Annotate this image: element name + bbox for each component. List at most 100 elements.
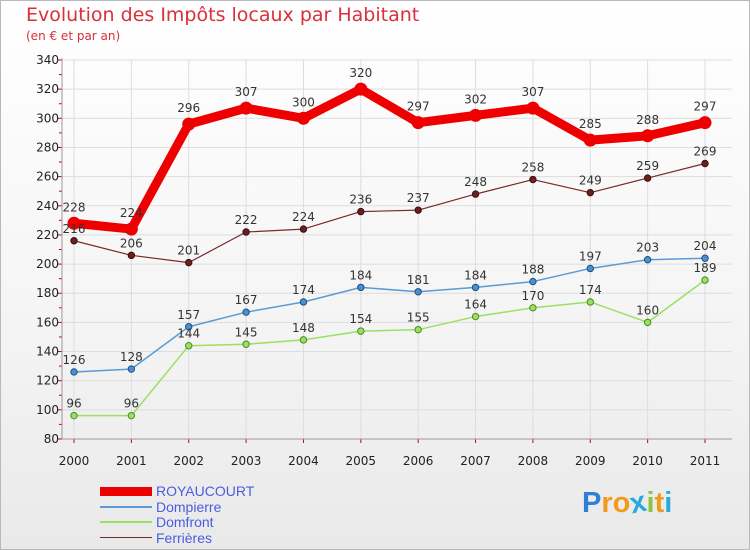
x-tick-label: 2006: [403, 454, 434, 468]
data-point: [586, 188, 594, 197]
data-label: 307: [521, 85, 544, 99]
series-line-domfront: [73, 279, 706, 417]
y-tick-label: 240: [36, 199, 59, 213]
data-label: 174: [579, 283, 602, 297]
data-label: 170: [521, 289, 544, 303]
data-point: [529, 277, 537, 286]
logo-letter: i: [664, 487, 673, 519]
data-label: 197: [579, 249, 602, 263]
data-label: 148: [292, 321, 315, 335]
data-point: [127, 251, 136, 260]
data-label: 144: [177, 327, 200, 341]
data-point: [471, 312, 480, 321]
y-tick-label: 340: [36, 53, 59, 67]
y-tick-label: 100: [36, 403, 59, 417]
data-label: 259: [636, 159, 659, 173]
data-point: [299, 225, 308, 233]
data-point: [299, 298, 308, 306]
data-label: 201: [177, 244, 200, 258]
data-label: 160: [636, 303, 659, 317]
series-line-dompierre: [73, 257, 706, 373]
data-label: 297: [407, 100, 430, 114]
x-tick-label: 2005: [346, 454, 377, 468]
x-tick-label: 2007: [460, 454, 491, 468]
legend-label: Domfront: [156, 514, 214, 530]
x-tick-label: 2002: [173, 454, 204, 468]
logo-letter: i: [646, 487, 655, 519]
data-point: [185, 342, 193, 350]
data-label: 302: [464, 92, 487, 106]
y-tick-label: 200: [36, 257, 59, 271]
data-point: [641, 129, 655, 143]
data-label: 126: [63, 353, 86, 367]
data-label: 204: [694, 239, 717, 253]
y-tick-label: 220: [36, 228, 59, 242]
data-label: 184: [464, 268, 487, 282]
data-label: 307: [235, 85, 258, 99]
data-point: [185, 258, 193, 267]
data-point: [701, 276, 709, 284]
series-group: [67, 82, 712, 420]
data-label: 154: [349, 312, 372, 326]
data-label: 96: [124, 397, 139, 411]
data-point: [643, 174, 652, 182]
legend-label: Dompierre: [156, 498, 222, 515]
y-tick-label: 80: [44, 432, 59, 446]
data-point: [357, 283, 365, 292]
data-point: [586, 264, 594, 273]
data-point: [526, 101, 540, 115]
data-label: 96: [66, 397, 81, 411]
data-point: [70, 237, 78, 245]
legend-swatch: [100, 505, 152, 508]
legend-swatch: [100, 486, 152, 496]
data-point: [698, 116, 712, 130]
data-label: 216: [63, 222, 86, 236]
data-label: 258: [521, 161, 544, 175]
data-label: 189: [694, 261, 717, 275]
data-label: 248: [464, 175, 487, 189]
data-point: [469, 108, 483, 122]
x-tick-label: 2009: [575, 454, 606, 468]
data-label: 206: [120, 236, 143, 250]
data-label: 188: [521, 263, 544, 277]
x-tick-label: 2004: [288, 454, 319, 468]
data-label: 128: [120, 350, 143, 364]
data-label: 181: [407, 273, 430, 287]
data-point: [296, 111, 310, 125]
data-point: [354, 82, 368, 96]
y-tick-label: 120: [36, 374, 59, 388]
x-tick-label: 2008: [518, 454, 549, 468]
data-point: [583, 133, 597, 147]
data-point: [414, 206, 422, 214]
data-point: [414, 288, 422, 296]
data-point: [242, 340, 250, 348]
data-label: 155: [407, 311, 430, 325]
data-label: 157: [177, 308, 200, 322]
data-point: [701, 159, 709, 168]
data-label: 296: [177, 101, 200, 115]
y-tick-label: 140: [36, 345, 59, 359]
data-label: 297: [694, 100, 717, 114]
data-label: 236: [349, 193, 372, 207]
y-tick-label: 280: [36, 140, 59, 154]
data-label: 249: [579, 174, 602, 188]
data-point: [185, 323, 193, 331]
chart-subtitle: (en € et par an): [26, 29, 121, 43]
data-point: [357, 327, 365, 335]
data-point: [182, 117, 196, 131]
data-point: [299, 336, 308, 344]
data-label: 224: [292, 210, 315, 224]
data-point: [70, 411, 78, 420]
series-line-royaucourt: [69, 84, 710, 234]
data-point: [643, 256, 652, 264]
data-point: [529, 175, 537, 184]
data-point: [471, 190, 480, 198]
data-labels: 216 206 201 222 224 236 237 248 258 249 259 269 126 1…: [63, 66, 717, 411]
data-label: 167: [235, 293, 258, 307]
data-point: [586, 298, 594, 306]
data-label: 285: [579, 117, 602, 131]
data-label: 203: [636, 241, 659, 255]
chart-title: Evolution des Impôts locaux par Habitant: [26, 4, 420, 26]
data-label: 164: [464, 298, 487, 312]
